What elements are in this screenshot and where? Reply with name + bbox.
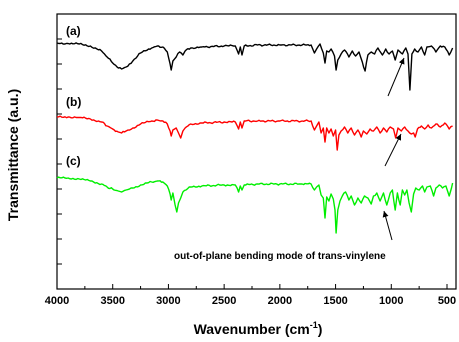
- x-tick-label-500: 500: [438, 295, 456, 307]
- annotation-arrow-3: [382, 210, 393, 241]
- annotation: out-of-plane bending mode of trans-vinyl…: [174, 57, 405, 262]
- annotation-arrow-1: [387, 57, 405, 97]
- x-axis-title: Wavenumber (cm-1): [194, 320, 323, 337]
- series-line-b: [56, 115, 453, 151]
- x-tick-label-4000: 4000: [45, 295, 69, 307]
- series-label-a: (a): [66, 24, 81, 38]
- x-tick-label-3500: 3500: [100, 295, 124, 307]
- annotation-arrow-2: [384, 133, 402, 167]
- plot-frame: [56, 13, 457, 290]
- plot-area: [56, 13, 457, 290]
- series-label-b: (b): [66, 95, 81, 109]
- panel-labels: (a) (b) (c): [66, 24, 81, 168]
- x-axis-title-close: ): [318, 321, 323, 337]
- x-axis-ticks: 4000 3500 3000 2500 2000 1500 1000 500: [45, 284, 456, 307]
- x-tick-label-3000: 3000: [156, 295, 180, 307]
- x-tick-label-2000: 2000: [268, 295, 292, 307]
- x-axis-title-main: Wavenumber (cm: [194, 321, 310, 337]
- series-line-c: [56, 176, 454, 234]
- series-label-c: (c): [66, 154, 81, 168]
- x-tick-label-1000: 1000: [379, 295, 403, 307]
- y-axis-title: Transmittance (a.u.): [5, 89, 21, 221]
- series-line-a: [56, 42, 454, 91]
- x-tick-label-2500: 2500: [212, 295, 236, 307]
- x-tick-label-1500: 1500: [323, 295, 347, 307]
- x-axis-title-sup: -1: [310, 320, 318, 330]
- annotation-text: out-of-plane bending mode of trans-vinyl…: [174, 251, 386, 262]
- y-axis-ticks: [57, 38, 62, 265]
- series-layer: [56, 42, 454, 234]
